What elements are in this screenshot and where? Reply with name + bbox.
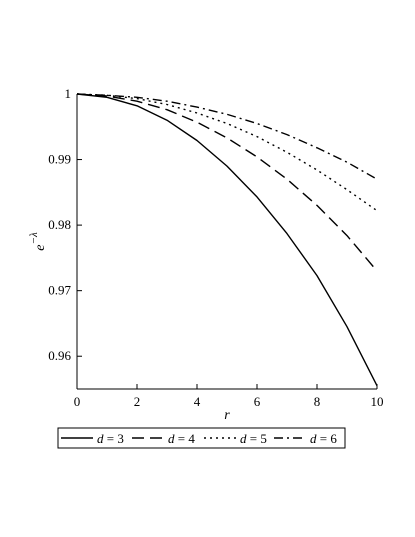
series-line-2 xyxy=(76,93,378,212)
legend-label-0: d = 3 xyxy=(97,431,124,446)
x-axis-label: r xyxy=(224,408,230,423)
y-tick-label: 1 xyxy=(65,86,72,101)
y-tick-label: 0.98 xyxy=(48,217,71,232)
y-tick-label: 0.96 xyxy=(48,348,71,363)
legend: d = 3 d = 4 d = 5 d = 6 xyxy=(57,427,346,449)
series-group xyxy=(76,93,378,387)
x-tick-label: 0 xyxy=(74,394,81,409)
x-tick-label: 4 xyxy=(194,394,201,409)
y-tick-label: 0.97 xyxy=(48,283,71,298)
legend-label-1: d = 4 xyxy=(168,431,195,446)
y-axis-label-text: e−λ xyxy=(28,232,48,251)
x-tick-label: 2 xyxy=(134,394,141,409)
y-axis-label: e−λ xyxy=(28,232,48,251)
x-tick-label: 10 xyxy=(371,394,384,409)
x-tick-label: 6 xyxy=(254,394,261,409)
legend-label-2: d = 5 xyxy=(240,431,267,446)
series-line-0 xyxy=(76,93,378,387)
axes xyxy=(76,94,377,390)
y-tick-label: 0.99 xyxy=(48,152,71,167)
legend-label-3: d = 6 xyxy=(310,431,337,446)
x-tick-label: 8 xyxy=(314,394,321,409)
ticks: 0 2 4 6 8 10 0.96 0.97 0.98 0.99 1 xyxy=(48,86,383,409)
legend-box xyxy=(57,427,346,449)
series-line-1 xyxy=(76,93,378,272)
